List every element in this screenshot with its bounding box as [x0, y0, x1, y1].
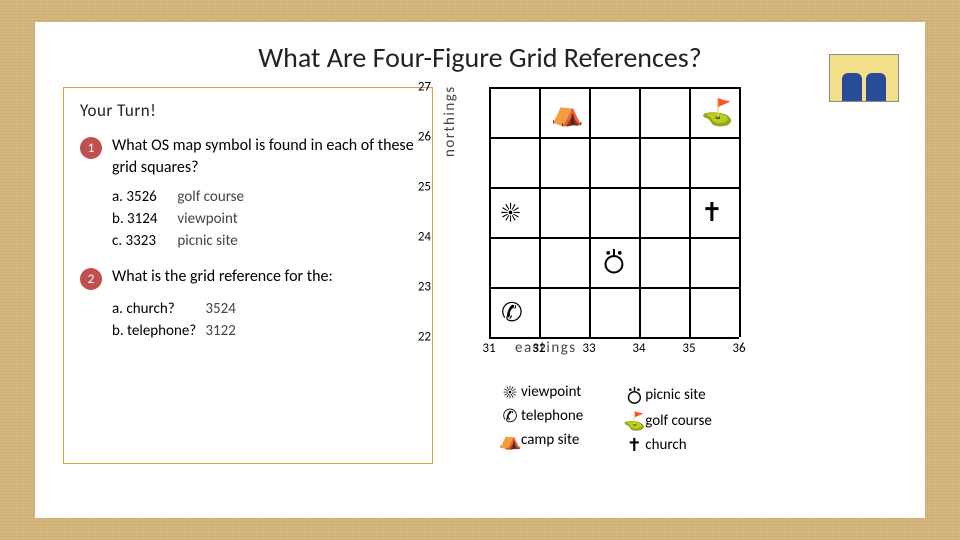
- eastings-label: eastings: [515, 339, 879, 357]
- q1-badge: 1: [80, 137, 102, 159]
- q1-answers: a. 3526 golf course b. 3124 viewpoint c.…: [112, 188, 416, 250]
- q1a-ans: golf course: [177, 188, 244, 206]
- q2-badge: 2: [80, 268, 102, 290]
- q1c-ref: c. 3323: [112, 232, 174, 250]
- page-title: What Are Four-Figure Grid References?: [63, 40, 897, 75]
- legend-item: ☀viewpoint: [499, 381, 583, 403]
- viewpoint-icon: ☀: [501, 199, 520, 225]
- q1-text: What OS map symbol is found in each of t…: [112, 135, 416, 178]
- x-tick: 34: [632, 341, 645, 356]
- question-panel: Your Turn! 1 What OS map symbol is found…: [63, 87, 433, 464]
- q2a-ans: 3524: [205, 300, 235, 318]
- legend-item: ⛳golf course: [623, 410, 712, 432]
- legend: ☀viewpoint✆telephone⛺camp site ⛣picnic s…: [489, 373, 879, 464]
- campsite-icon: ⛺: [551, 99, 583, 125]
- grid-map: 313233343536272625242322⛺⛳☀✝⛣✆: [489, 87, 739, 337]
- x-tick: 32: [532, 341, 545, 356]
- q2a-ref: a. church?: [112, 300, 202, 318]
- q1a-ref: a. 3526: [112, 188, 174, 206]
- y-tick: 22: [418, 330, 431, 345]
- telephone-icon: ✆: [501, 299, 523, 325]
- northings-label: northings: [441, 85, 459, 157]
- legend-left: ☀viewpoint✆telephone⛺camp site: [499, 379, 583, 458]
- golf-icon: ⛳: [701, 99, 733, 125]
- x-tick: 33: [582, 341, 595, 356]
- legend-item: ✆telephone: [499, 405, 583, 427]
- legend-item: ✝church: [623, 434, 712, 456]
- legend-item: ⛺camp site: [499, 429, 583, 451]
- question-1: 1 What OS map symbol is found in each of…: [80, 135, 416, 178]
- q2b-ref: b. telephone?: [112, 322, 202, 340]
- x-tick: 31: [482, 341, 495, 356]
- y-tick: 23: [418, 280, 431, 295]
- y-tick: 25: [418, 180, 431, 195]
- legend-item: ⛣picnic site: [623, 381, 712, 408]
- y-tick: 27: [418, 80, 431, 95]
- slide: What Are Four-Figure Grid References? Yo…: [35, 22, 925, 518]
- x-tick: 36: [732, 341, 745, 356]
- q2b-ans: 3122: [205, 322, 235, 340]
- picnic-icon: ⛣: [601, 249, 627, 275]
- your-turn-label: Your Turn!: [80, 100, 416, 121]
- q1b-ref: b. 3124: [112, 210, 174, 228]
- q2-text: What is the grid reference for the:: [112, 266, 333, 290]
- church-icon: ✝: [701, 199, 723, 225]
- question-2: 2 What is the grid reference for the:: [80, 266, 416, 290]
- map-panel: northings 313233343536272625242322⛺⛳☀✝⛣✆…: [459, 87, 879, 464]
- y-tick: 26: [418, 130, 431, 145]
- legend-right: ⛣picnic site⛳golf course✝church: [623, 379, 712, 458]
- x-tick: 35: [682, 341, 695, 356]
- q2-answers: a. church? 3524 b. telephone? 3122: [112, 300, 416, 340]
- q1b-ans: viewpoint: [177, 210, 237, 228]
- q1c-ans: picnic site: [177, 232, 237, 250]
- content-row: Your Turn! 1 What OS map symbol is found…: [63, 87, 897, 464]
- y-tick: 24: [418, 230, 431, 245]
